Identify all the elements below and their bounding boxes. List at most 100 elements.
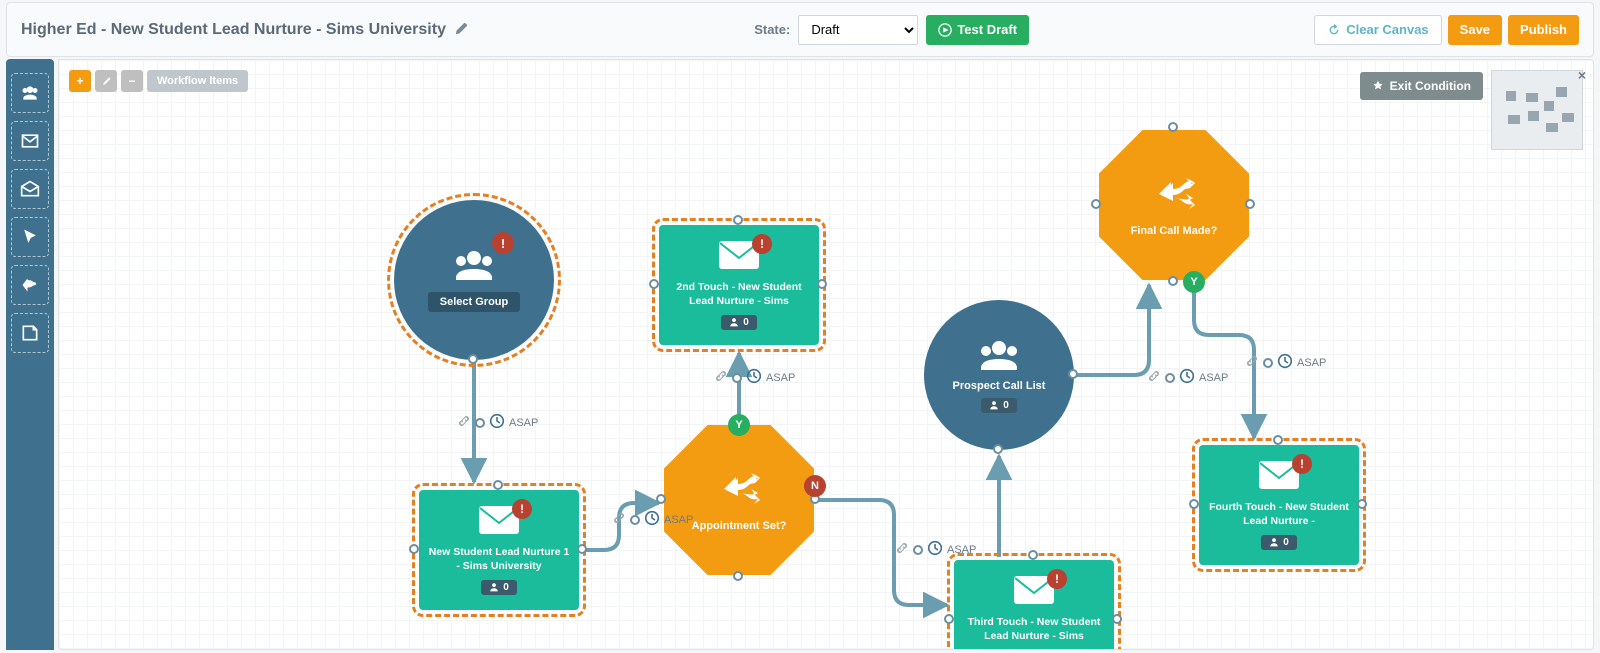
node-title: 2nd Touch - New Student Lead Nurture - S… <box>667 281 811 308</box>
connection-port[interactable] <box>1357 499 1367 509</box>
edge-delay-label[interactable]: ASAP <box>612 510 693 529</box>
clear-canvas-label: Clear Canvas <box>1346 22 1428 37</box>
member-count: 0 <box>721 315 757 330</box>
envelope-icon: ! <box>1258 460 1300 493</box>
group-start-node[interactable]: ! Select Group <box>394 200 554 360</box>
link-icon <box>1245 354 1259 371</box>
clock-icon <box>1277 353 1293 372</box>
edge-delay-label[interactable]: ASAP <box>895 540 976 559</box>
envelope-icon: ! <box>718 240 760 273</box>
workflow-items-label: Workflow Items <box>147 70 248 92</box>
connection-port[interactable] <box>409 544 419 554</box>
clock-icon <box>1179 368 1195 387</box>
palette-sidebar <box>6 59 54 650</box>
alert-badge-icon: ! <box>492 232 514 254</box>
connection-port[interactable] <box>733 571 743 581</box>
email-node[interactable]: ! Fourth Touch - New Student Lead Nurtur… <box>1199 445 1359 565</box>
connection-port[interactable] <box>1189 499 1199 509</box>
alert-badge-icon: ! <box>512 499 532 519</box>
member-count: 0 <box>981 398 1017 413</box>
connection-port[interactable] <box>1273 435 1283 445</box>
canvas[interactable]: + − Workflow Items Exit Condition × <box>59 60 1593 649</box>
node-title: New Student Lead Nurture 1 - Sims Univer… <box>427 546 571 573</box>
clock-icon <box>489 413 505 432</box>
connection-port[interactable] <box>1245 199 1255 209</box>
palette-email-icon[interactable] <box>11 121 49 161</box>
connection-port[interactable] <box>1028 550 1038 560</box>
canvas-wrap: + − Workflow Items Exit Condition × <box>58 59 1594 650</box>
clear-canvas-button[interactable]: Clear Canvas <box>1314 15 1441 45</box>
palette-note-icon[interactable] <box>11 313 49 353</box>
canvas-toolbar: + − Workflow Items <box>69 70 248 92</box>
state-label: State: <box>754 22 790 37</box>
link-icon <box>612 511 626 528</box>
branch-badge: Y <box>728 414 750 436</box>
link-icon <box>457 414 471 431</box>
email-node[interactable]: ! New Student Lead Nurture 1 - Sims Univ… <box>419 490 579 610</box>
edge-delay-label[interactable]: ASAP <box>1245 353 1326 372</box>
edge-port[interactable] <box>1263 358 1273 368</box>
edge-port[interactable] <box>732 373 742 383</box>
envelope-icon: ! <box>478 505 520 538</box>
canvas-edit-button[interactable] <box>95 70 117 92</box>
decision-node[interactable]: Final Call Made? <box>1099 130 1249 280</box>
edit-title-icon[interactable] <box>454 21 469 39</box>
connection-port[interactable] <box>1112 614 1122 624</box>
decision-node[interactable]: Appointment Set? <box>664 425 814 575</box>
publish-button[interactable]: Publish <box>1508 15 1579 45</box>
email-node[interactable]: ! 2nd Touch - New Student Lead Nurture -… <box>659 225 819 345</box>
connection-port[interactable] <box>656 494 666 504</box>
link-icon <box>1147 369 1161 386</box>
edge-port[interactable] <box>475 418 485 428</box>
workflow-title: Higher Ed - New Student Lead Nurture - S… <box>21 21 446 39</box>
edge-delay-label[interactable]: ASAP <box>457 413 538 432</box>
alert-badge-icon: ! <box>1047 569 1067 589</box>
connection-port[interactable] <box>817 279 827 289</box>
edge-port[interactable] <box>913 545 923 555</box>
canvas-add-button[interactable]: + <box>69 70 91 92</box>
connection-port[interactable] <box>1168 122 1178 132</box>
canvas-delete-button[interactable]: − <box>121 70 143 92</box>
edge-port[interactable] <box>630 515 640 525</box>
alert-badge-icon: ! <box>1292 454 1312 474</box>
connection-port[interactable] <box>944 614 954 624</box>
workflow-header: Higher Ed - New Student Lead Nurture - S… <box>6 2 1594 57</box>
palette-group-icon[interactable] <box>11 73 49 113</box>
exit-condition-button[interactable]: Exit Condition <box>1360 72 1483 100</box>
test-draft-button[interactable]: Test Draft <box>926 15 1029 45</box>
link-icon <box>714 369 728 386</box>
list-node[interactable]: Prospect Call List 0 <box>924 300 1074 450</box>
palette-envelope-open-icon[interactable] <box>11 169 49 209</box>
edge-port[interactable] <box>1165 373 1175 383</box>
envelope-icon: ! <box>1013 575 1055 608</box>
edge-delay-label[interactable]: ASAP <box>1147 368 1228 387</box>
email-node[interactable]: ! Third Touch - New Student Lead Nurture… <box>954 560 1114 650</box>
connection-port[interactable] <box>649 279 659 289</box>
clock-icon <box>644 510 660 529</box>
clock-icon <box>746 368 762 387</box>
branch-badge: Y <box>1183 271 1205 293</box>
connection-port[interactable] <box>1068 369 1078 379</box>
edges-layer <box>59 60 1593 649</box>
node-title: Select Group <box>428 292 520 312</box>
palette-cursor-icon[interactable] <box>11 217 49 257</box>
minimap-close-icon[interactable]: × <box>1578 67 1586 83</box>
member-count: 0 <box>481 580 517 595</box>
connection-port[interactable] <box>577 544 587 554</box>
connection-port[interactable] <box>993 444 1003 454</box>
link-icon <box>895 541 909 558</box>
minimap[interactable]: × <box>1491 70 1583 150</box>
connection-port[interactable] <box>1168 276 1178 286</box>
node-title: Prospect Call List <box>953 380 1046 392</box>
state-select[interactable]: Draft <box>798 15 918 45</box>
member-count: 0 <box>1261 535 1297 550</box>
connection-port[interactable] <box>733 215 743 225</box>
palette-branch-icon[interactable] <box>11 265 49 305</box>
connection-port[interactable] <box>493 480 503 490</box>
edge-delay-label[interactable]: ASAP <box>714 368 795 387</box>
connection-port[interactable] <box>468 354 478 364</box>
save-button[interactable]: Save <box>1448 15 1502 45</box>
connection-port[interactable] <box>1091 199 1101 209</box>
node-title: Final Call Made? <box>1131 225 1218 237</box>
branch-badge: N <box>804 475 826 497</box>
